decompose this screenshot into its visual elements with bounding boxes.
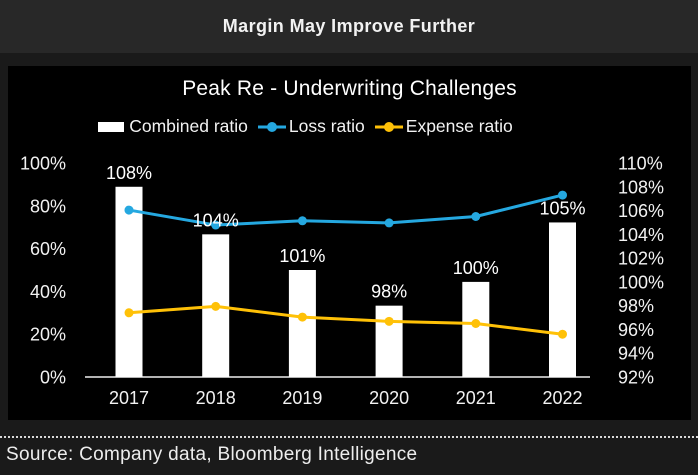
chart-title: Peak Re - Underwriting Challenges — [182, 77, 517, 100]
loss-ratio-line-icon — [257, 121, 286, 132]
combined-ratio-bar — [549, 222, 576, 377]
combined-ratio-bar — [462, 281, 490, 377]
x-axis-year-label: 2018 — [196, 388, 236, 408]
combined-ratio-bar — [375, 305, 403, 377]
right-axis-tick: 96% — [618, 320, 654, 340]
left-axis-tick: 20% — [30, 325, 66, 345]
expense-ratio-point — [124, 308, 134, 318]
right-axis-tick: 92% — [618, 368, 654, 388]
right-axis-tick: 94% — [618, 344, 654, 364]
right-axis-tick: 98% — [618, 296, 654, 316]
combined-ratio-swatch-icon — [98, 121, 125, 132]
right-axis-tick: 104% — [618, 225, 664, 245]
chart-legend: Combined ratio Loss ratio Expense ratio — [8, 116, 691, 137]
expense-ratio-line — [127, 304, 564, 336]
page-title: Margin May Improve Further — [222, 16, 476, 36]
legend-label-loss-ratio: Loss ratio — [288, 116, 365, 136]
legend-item-combined-ratio: Combined ratio — [98, 116, 248, 137]
plot-area: 100% 80% 60% 40% 20% 0% 110% 108% 106% 104% 102% 10… — [20, 154, 664, 409]
x-axis-year-label: 2019 — [282, 388, 322, 408]
x-axis-year-label: 2021 — [456, 388, 496, 408]
right-axis-tick: 102% — [618, 249, 664, 269]
loss-ratio-line — [127, 193, 564, 227]
x-axis-year-label: 2020 — [369, 388, 409, 408]
legend-item-loss-ratio: Loss ratio — [257, 116, 365, 137]
legend-label-expense-ratio: Expense ratio — [405, 116, 513, 136]
loss-ratio-point — [471, 212, 481, 221]
combined-ratio-data-label: 108% — [106, 163, 152, 183]
combined-ratio-bar — [115, 186, 143, 377]
combined-ratio-bar — [288, 270, 316, 377]
right-axis-tick: 108% — [618, 177, 664, 197]
loss-ratio-point — [124, 205, 134, 215]
combined-ratio-data-label: 104% — [193, 210, 239, 230]
expense-ratio-point — [297, 312, 307, 322]
page-header: Margin May Improve Further — [0, 0, 698, 53]
left-axis-tick: 0% — [40, 368, 66, 388]
expense-ratio-point — [471, 319, 481, 328]
loss-ratio-point — [297, 216, 307, 226]
combined-ratio-data-label: 98% — [371, 282, 407, 302]
left-axis-tick: 100% — [20, 154, 66, 174]
right-axis-tick: 106% — [618, 201, 664, 221]
left-axis-tick: 40% — [30, 282, 66, 302]
combined-ratio-data-label: 101% — [279, 246, 325, 266]
legend-item-expense-ratio: Expense ratio — [374, 116, 513, 137]
x-axis-year-label: 2022 — [542, 388, 582, 408]
x-axis-year-label: 2017 — [109, 388, 149, 408]
loss-ratio-point — [211, 220, 221, 230]
left-axis-tick: 80% — [30, 196, 66, 216]
dotted-divider — [0, 436, 698, 438]
expense-ratio-line-icon — [374, 121, 403, 132]
right-axis-tick: 110% — [618, 154, 663, 174]
right-axis-tick: 100% — [618, 272, 664, 292]
combined-ratio-data-label: 105% — [539, 198, 585, 218]
left-axis-tick: 60% — [30, 239, 66, 259]
loss-ratio-point — [384, 218, 394, 228]
chart-panel: Peak Re - Underwriting Challenges Combin… — [8, 66, 691, 420]
expense-ratio-point — [558, 329, 567, 339]
expense-ratio-point — [384, 316, 394, 326]
source-attribution: Source: Company data, Bloomberg Intellig… — [6, 444, 418, 465]
combined-ratio-data-label: 100% — [453, 258, 499, 278]
loss-ratio-point — [558, 190, 567, 200]
legend-label-combined-ratio: Combined ratio — [129, 116, 248, 136]
expense-ratio-point — [211, 301, 221, 311]
